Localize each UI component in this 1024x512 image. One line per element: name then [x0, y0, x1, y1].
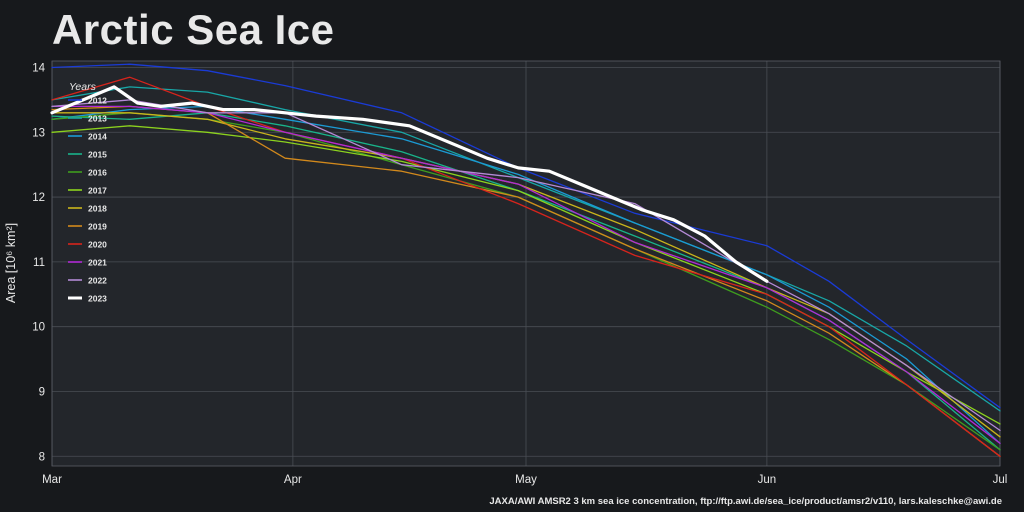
series-line-2022 — [51, 99, 1001, 432]
series-line-2023 — [50, 85, 769, 283]
legend-entry: 2014 — [88, 132, 107, 142]
legend-entry: 2017 — [88, 186, 107, 196]
y-tick-label: 10 — [32, 322, 45, 334]
x-tick-label: Jul — [993, 474, 1008, 486]
legend-entry: 2022 — [88, 276, 107, 286]
x-tick-label: Jun — [758, 474, 777, 486]
y-tick-label: 11 — [33, 257, 45, 269]
series-line-2020 — [51, 76, 1001, 457]
x-tick-label: Apr — [284, 474, 302, 486]
series-line-2014 — [51, 105, 1001, 444]
x-tick-label: Mar — [42, 474, 62, 486]
y-axis: 8 9 10 11 12 13 14 — [32, 62, 45, 463]
x-axis: Mar Apr May Jun Jul — [42, 474, 1007, 486]
legend-entry: 2013 — [88, 114, 107, 124]
legend: Years 2012 2013 2014 2015 2016 2017 2018 2019 202… — [68, 81, 107, 304]
legend-entry: 2023 — [88, 294, 107, 304]
series-line-2021 — [51, 105, 1001, 444]
data-source-credit: JAXA/AWI AMSR2 3 km sea ice concentratio… — [489, 496, 1002, 507]
y-tick-label: 12 — [32, 192, 45, 204]
y-tick-label: 9 — [39, 386, 45, 398]
y-tick-label: 8 — [39, 451, 45, 463]
legend-entry: 2015 — [88, 150, 107, 160]
legend-entry: 2019 — [88, 222, 107, 232]
y-tick-label: 13 — [32, 127, 45, 139]
legend-entry: 2021 — [88, 258, 107, 268]
y-axis-label: Area [10⁶ km²] — [4, 223, 18, 303]
legend-title: Years — [69, 81, 97, 93]
series-lines — [50, 63, 1001, 457]
legend-entry: 2020 — [88, 240, 107, 250]
legend-entry: 2016 — [88, 168, 107, 178]
chart-title: Arctic Sea Ice — [52, 6, 335, 53]
y-tick-label: 14 — [32, 62, 45, 74]
legend-entry: 2012 — [88, 96, 107, 106]
plot-border — [51, 60, 1001, 467]
legend-entry: 2018 — [88, 204, 107, 214]
x-tick-label: May — [515, 474, 537, 486]
series-line-2017 — [51, 125, 1001, 425]
